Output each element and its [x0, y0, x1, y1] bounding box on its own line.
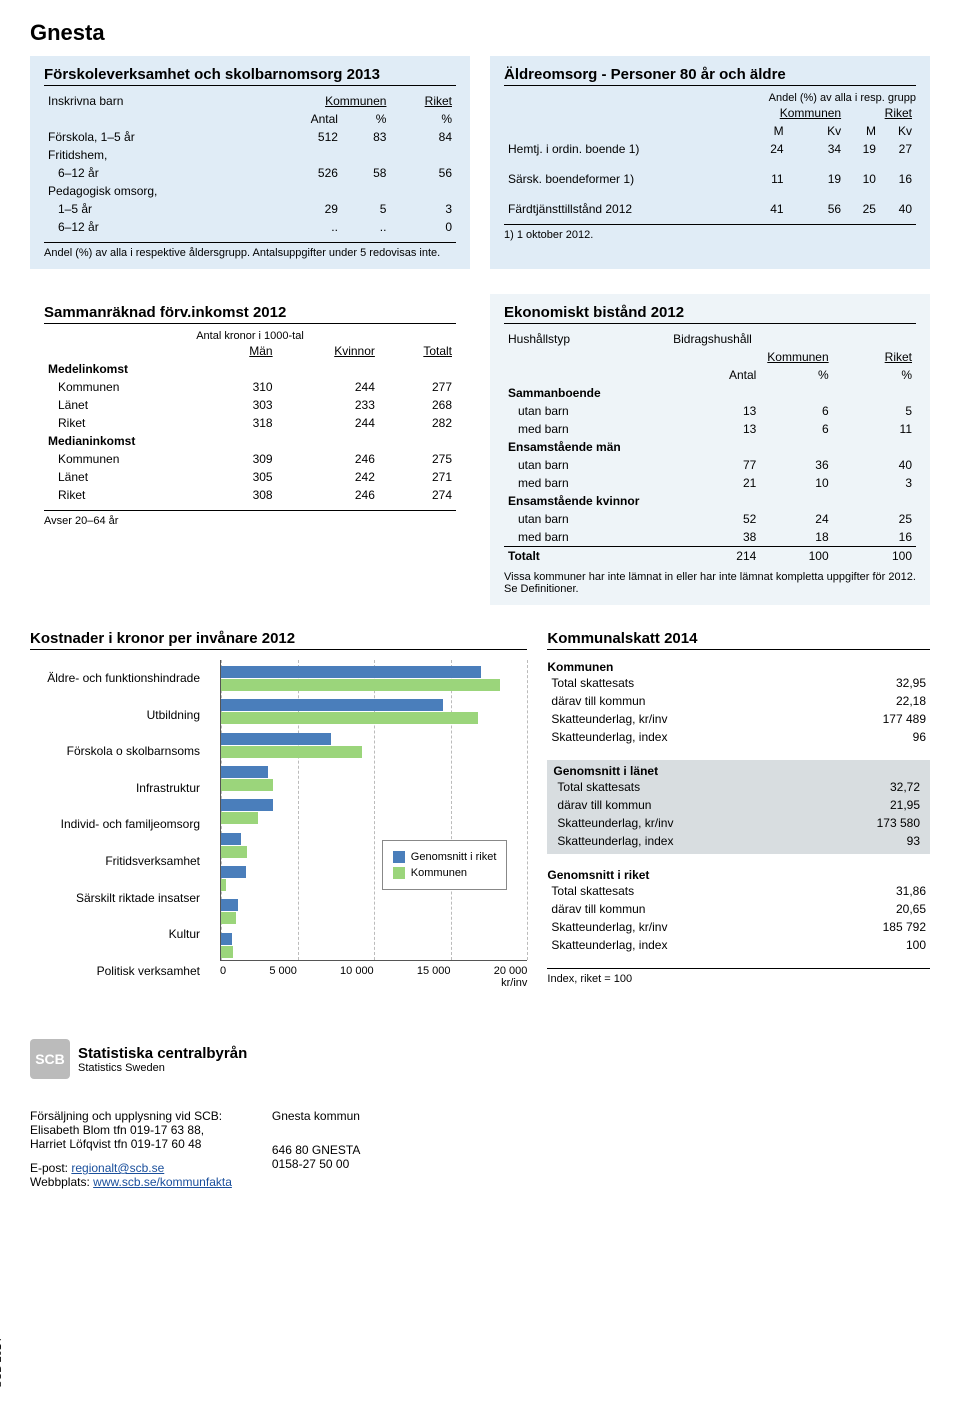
table-row: med barn — [504, 474, 669, 492]
bar-riket — [221, 933, 232, 945]
table-row: Särsk. boendeformer 1) — [504, 170, 732, 188]
bar-riket — [221, 899, 238, 911]
bar-riket — [221, 666, 481, 678]
table-row: Hemtj. i ordin. boende 1) — [504, 140, 732, 158]
preschool-title: Förskoleverksamhet och skolbarnomsorg 20… — [44, 66, 456, 86]
table-row: Fritidshem, — [44, 146, 262, 164]
table-row: Länet — [44, 468, 211, 486]
bar-kommunen — [221, 746, 362, 758]
preschool-panel: Förskoleverksamhet och skolbarnomsorg 20… — [30, 56, 470, 269]
bar-riket — [221, 699, 443, 711]
table-row: därav till kommun — [553, 796, 815, 814]
table-row: Skatteunderlag, kr/inv — [547, 710, 818, 728]
bar-kommunen — [221, 912, 236, 924]
table-row: Total skattesats — [553, 778, 815, 796]
web-link[interactable]: www.scb.se/kommunfakta — [93, 1175, 232, 1189]
cost-axis: 05 00010 00015 00020 000 — [220, 965, 527, 977]
table-row: Pedagogisk omsorg, — [44, 182, 262, 200]
table-row: Förskola, 1–5 år — [44, 128, 262, 146]
table-row: Skatteunderlag, kr/inv — [547, 918, 818, 936]
table-row: 6–12 år — [44, 218, 262, 236]
bar-riket — [221, 799, 273, 811]
assistance-title: Ekonomiskt bistånd 2012 — [504, 304, 916, 324]
bar-riket — [221, 866, 246, 878]
email-link[interactable]: regionalt@scb.se — [71, 1161, 164, 1175]
table-row: Total skattesats — [547, 674, 818, 692]
col-kommunen: Kommunen — [262, 92, 391, 110]
table-row: Kommunen — [44, 378, 211, 396]
footer-address: Gnesta kommun 646 80 GNESTA 0158-27 50 0… — [272, 1109, 361, 1189]
preschool-note: Andel (%) av alla i respektive åldersgru… — [44, 242, 456, 259]
cost-category-labels: Äldre- och funktionshindradeUtbildningFö… — [30, 660, 200, 989]
table-row: Riket — [44, 414, 211, 432]
table-row: Färdtjänsttillstånd 2012 — [504, 200, 732, 218]
cost-legend: Genomsnitt i riket Kommunen — [382, 840, 508, 890]
eldercare-panel: Äldreomsorg - Personer 80 år och äldre A… — [490, 56, 930, 269]
table-row: utan barn — [504, 510, 669, 528]
assistance-panel: Ekonomiskt bistånd 2012 Hushållstyp Bidr… — [490, 294, 930, 605]
eldercare-title: Äldreomsorg - Personer 80 år och äldre — [504, 66, 916, 86]
income-title: Sammanräknad förv.inkomst 2012 — [44, 304, 456, 324]
bar-kommunen — [221, 946, 233, 958]
tax-title: Kommunalskatt 2014 — [547, 630, 930, 650]
eldercare-note: 1) 1 oktober 2012. — [504, 224, 916, 241]
table-row: med barn — [504, 420, 669, 438]
table-row: Skatteunderlag, index — [553, 832, 815, 850]
bar-riket — [221, 833, 241, 845]
income-note: Avser 20–64 år — [44, 510, 456, 527]
bar-kommunen — [221, 679, 500, 691]
scb-badge-icon: SCB — [30, 1039, 70, 1079]
footer-contact: Försäljning och upplysning vid SCB: Elis… — [30, 1109, 232, 1189]
table-row: utan barn — [504, 456, 669, 474]
municipality-title: Gnesta — [30, 20, 930, 46]
table-row: Skatteunderlag, index — [547, 936, 818, 954]
table-row: 1–5 år — [44, 200, 262, 218]
table-row: Total skattesats — [547, 882, 818, 900]
table-row: därav till kommun — [547, 692, 818, 710]
bar-kommunen — [221, 812, 258, 824]
table-row: utan barn — [504, 402, 669, 420]
table-row: Skatteunderlag, index — [547, 728, 818, 746]
cost-bars — [220, 660, 527, 961]
table-row: Länet — [44, 396, 211, 414]
x-unit: kr/inv — [220, 977, 527, 989]
bar-kommunen — [221, 712, 478, 724]
side-label: SCB 2014 — [0, 1338, 4, 1388]
income-panel: Sammanräknad förv.inkomst 2012 Antal kro… — [30, 294, 470, 605]
table-row: Skatteunderlag, kr/inv — [553, 814, 815, 832]
assistance-note: Vissa kommuner har inte lämnat in eller … — [504, 571, 916, 595]
table-row: därav till kommun — [547, 900, 818, 918]
bar-kommunen — [221, 846, 247, 858]
costs-title: Kostnader i kronor per invånare 2012 — [30, 630, 527, 650]
bar-kommunen — [221, 879, 226, 891]
table-row: 6–12 år — [44, 164, 262, 182]
eldercare-subtitle: Andel (%) av alla i resp. grupp — [504, 92, 916, 104]
table-row: Riket — [44, 486, 211, 504]
bar-kommunen — [221, 779, 273, 791]
tax-note: Index, riket = 100 — [547, 968, 930, 985]
col-riket: Riket — [390, 92, 456, 110]
bar-riket — [221, 766, 268, 778]
table-row: Kommunen — [44, 450, 211, 468]
scb-logo: SCB Statistiska centralbyrån Statistics … — [30, 1039, 930, 1079]
table-row: med barn — [504, 528, 669, 547]
bar-riket — [221, 733, 331, 745]
inskrivna-label: Inskrivna barn — [44, 92, 262, 110]
